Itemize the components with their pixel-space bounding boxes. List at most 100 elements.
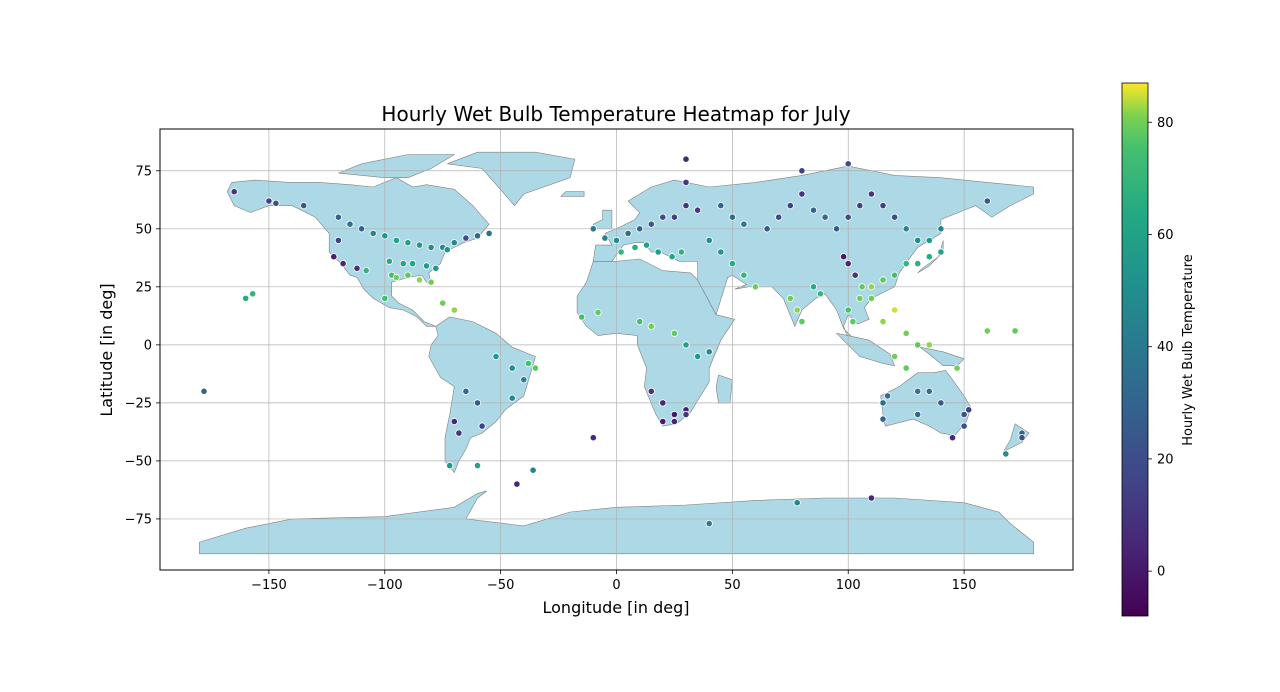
station-point [786, 294, 794, 302]
points-layer [200, 155, 1026, 528]
station-point [705, 236, 713, 244]
land-polygon-8 [560, 191, 585, 197]
station-point [914, 387, 922, 395]
station-point [879, 415, 887, 423]
station-point [925, 341, 933, 349]
station-point [867, 283, 876, 291]
station-point [242, 294, 250, 302]
station-point [965, 406, 973, 414]
y-tick-label: −75 [125, 512, 152, 527]
station-point [450, 239, 458, 247]
station-point [404, 239, 412, 247]
land-polygon-10 [835, 332, 896, 367]
station-point [450, 417, 458, 426]
station-point [670, 417, 679, 426]
station-point [740, 220, 748, 228]
station-point [879, 317, 887, 326]
station-point [751, 283, 760, 291]
station-point [728, 259, 737, 268]
chart-title: Hourly Wet Bulb Temperature Heatmap for … [381, 102, 850, 126]
station-point [809, 206, 818, 214]
station-point [793, 306, 801, 314]
station-point [937, 225, 945, 233]
station-point [408, 259, 417, 268]
station-point [647, 220, 655, 228]
station-point [508, 364, 516, 372]
station-point [816, 290, 825, 298]
station-point [462, 234, 470, 242]
station-point [415, 241, 424, 249]
station-point [200, 387, 208, 395]
station-point [647, 322, 655, 330]
y-axis: −75 −50 −25 0 25 50 75 [125, 164, 160, 527]
station-point [369, 229, 377, 237]
station-point [659, 399, 667, 407]
station-point [339, 259, 347, 268]
station-point [717, 202, 725, 210]
station-point [462, 387, 470, 395]
station-point [925, 387, 933, 395]
colorbar-gradient [1121, 82, 1149, 617]
station-point [937, 248, 945, 256]
station-point [392, 236, 400, 244]
station-point [849, 317, 857, 326]
station-point [404, 271, 412, 279]
station-point [851, 271, 859, 279]
station-point [381, 294, 389, 302]
station-point [353, 264, 361, 272]
station-point [844, 259, 852, 268]
station-point [902, 364, 910, 372]
colorbar-ticks: 0 20 40 60 80 [1148, 116, 1174, 580]
station-point [334, 236, 342, 244]
station-point [883, 392, 892, 400]
plot-area [159, 128, 1074, 571]
station-point [265, 197, 273, 205]
x-tick-label: −100 [367, 578, 403, 593]
station-point [867, 494, 876, 502]
station-point [798, 167, 806, 175]
station-point [844, 306, 852, 314]
station-point [508, 394, 516, 402]
station-point [300, 202, 308, 210]
station-point [422, 262, 431, 270]
x-axis-title: Longitude [in deg] [543, 598, 690, 617]
station-point [682, 341, 690, 349]
station-point [693, 352, 702, 361]
colorbar-tick-label: 20 [1157, 452, 1174, 467]
station-point [705, 348, 713, 356]
station-point [983, 197, 991, 205]
x-axis: −150 −100 −50 0 50 100 150 [251, 570, 977, 593]
station-point [589, 434, 597, 442]
station-point [636, 225, 644, 233]
station-point [249, 290, 257, 298]
station-point [346, 220, 354, 228]
station-point [272, 199, 280, 207]
station-point [693, 206, 702, 214]
station-point [832, 225, 841, 233]
station-point [890, 352, 899, 361]
station-point [670, 329, 679, 337]
station-point [717, 248, 725, 256]
station-point [385, 257, 393, 265]
station-point [902, 329, 910, 337]
colorbar-tick-label: 60 [1157, 228, 1174, 243]
station-point [492, 352, 500, 361]
station-point [670, 410, 679, 419]
land-polygon-5 [715, 374, 733, 404]
station-point [728, 213, 737, 221]
station-point [890, 271, 899, 279]
station-point [821, 213, 829, 221]
station-point [647, 387, 655, 395]
y-tick-label: −25 [125, 396, 152, 411]
station-point [809, 283, 818, 291]
station-point [902, 259, 910, 268]
station-point [844, 213, 852, 221]
y-axis-title: Latitude [in deg] [97, 283, 116, 416]
station-point [531, 364, 540, 372]
station-point [636, 317, 644, 326]
station-point [617, 248, 625, 256]
station-point [524, 359, 533, 367]
station-point [455, 429, 463, 437]
station-point [798, 190, 806, 198]
